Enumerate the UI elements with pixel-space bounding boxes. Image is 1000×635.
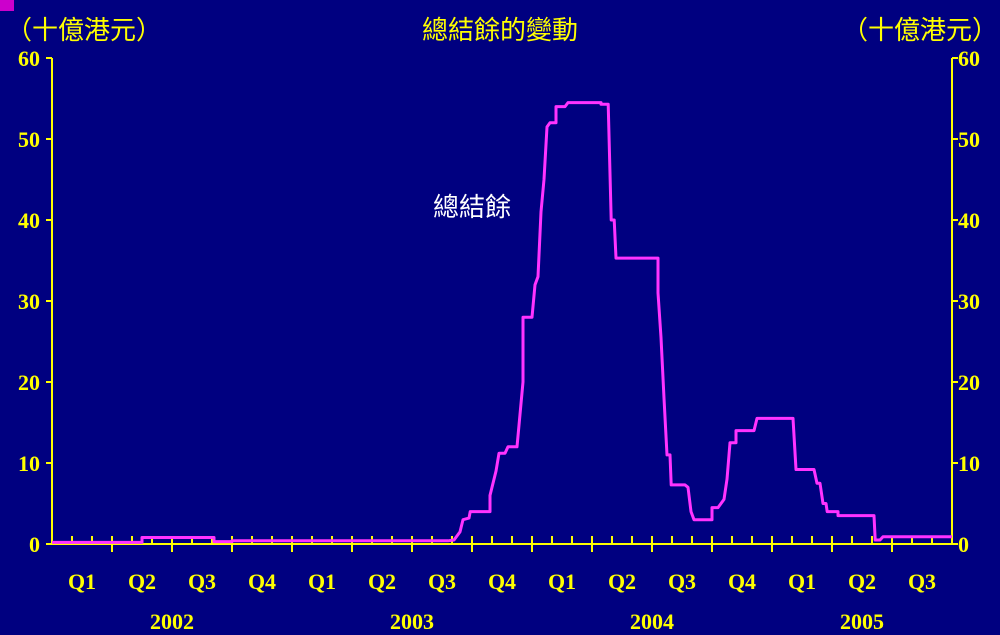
left-y-tick-label: 50 [18, 127, 40, 152]
x-quarter-label: Q3 [188, 569, 216, 594]
right-y-tick-label: 60 [958, 46, 980, 71]
x-year-label: 2005 [840, 609, 884, 634]
right-y-tick-label: 10 [958, 451, 980, 476]
x-quarter-label: Q1 [308, 569, 336, 594]
left-y-tick-label: 60 [18, 46, 40, 71]
left-axis-unit-label: （十億港元） [6, 16, 163, 46]
right-axis-unit-label: （十億港元） [841, 16, 998, 46]
x-quarter-label: Q3 [428, 569, 456, 594]
x-quarter-label: Q4 [248, 569, 276, 594]
x-quarter-label: Q1 [548, 569, 576, 594]
right-y-tick-label: 40 [958, 208, 980, 233]
x-year-label: 2004 [630, 609, 674, 634]
x-quarter-label: Q2 [368, 569, 396, 594]
x-quarter-label: Q4 [488, 569, 516, 594]
right-y-tick-label: 30 [958, 289, 980, 314]
left-y-tick-label: 20 [18, 370, 40, 395]
x-quarter-label: Q3 [908, 569, 936, 594]
series-line [52, 101, 952, 544]
x-quarter-label: Q1 [788, 569, 816, 594]
corner-marker [0, 0, 14, 11]
x-year-label: 2003 [390, 609, 434, 634]
right-y-tick-label: 0 [958, 532, 969, 557]
series-label: 總結餘 [433, 193, 511, 223]
right-y-tick-label: 20 [958, 370, 980, 395]
chart-title: 總結餘的變動 [421, 16, 578, 46]
left-y-tick-label: 10 [18, 451, 40, 476]
right-y-tick-label: 50 [958, 127, 980, 152]
x-year-label: 2002 [150, 609, 194, 634]
x-quarter-label: Q1 [68, 569, 96, 594]
x-quarter-label: Q4 [728, 569, 756, 594]
left-y-tick-label: 0 [29, 532, 40, 557]
x-quarter-label: Q3 [668, 569, 696, 594]
x-quarter-label: Q2 [848, 569, 876, 594]
left-y-tick-label: 30 [18, 289, 40, 314]
x-quarter-label: Q2 [608, 569, 636, 594]
x-quarter-label: Q2 [128, 569, 156, 594]
left-y-tick-label: 40 [18, 208, 40, 233]
